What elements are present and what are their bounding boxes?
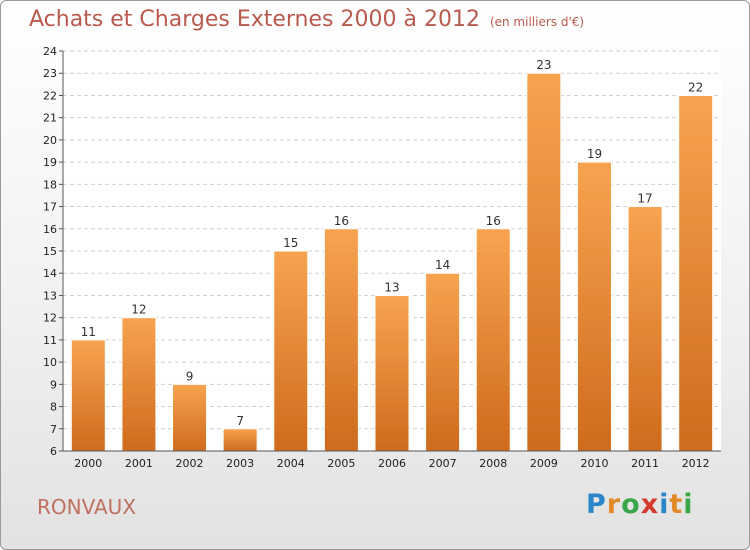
title-text: Achats et Charges Externes 2000 à 2012 <box>29 7 480 32</box>
bar-value-label: 15 <box>283 236 298 250</box>
y-tick-label: 14 <box>43 267 57 280</box>
x-tick-label: 2001 <box>125 457 153 470</box>
y-tick-label: 17 <box>43 201 57 214</box>
bar-value-label: 9 <box>186 369 194 383</box>
title-unit: (en milliers d'€) <box>489 15 585 29</box>
bar-2008 <box>475 228 511 452</box>
x-tick-label: 2011 <box>631 457 659 470</box>
bar-value-label: 19 <box>587 147 602 161</box>
logo-letter: x <box>640 489 660 520</box>
x-tick-label: 2010 <box>580 457 608 470</box>
bar-value-label: 13 <box>384 280 399 294</box>
logo-letter: t <box>669 489 684 520</box>
y-tick-label: 9 <box>50 378 57 391</box>
y-tick-label: 18 <box>43 178 57 191</box>
x-tick-label: 2009 <box>530 457 558 470</box>
bar-2004 <box>273 250 309 452</box>
bar-2012 <box>678 94 714 452</box>
logo-letter: i <box>659 489 670 520</box>
y-tick-label: 21 <box>43 112 57 125</box>
logo-letter: o <box>621 489 641 520</box>
bar-2001 <box>121 317 157 452</box>
y-tick-label: 6 <box>50 445 57 458</box>
bar-value-label: 12 <box>131 303 146 317</box>
y-tick-label: 8 <box>50 401 57 414</box>
y-tick-label: 15 <box>43 245 57 258</box>
y-tick-label: 24 <box>43 45 57 58</box>
bar-2006 <box>374 294 410 452</box>
bar-2002 <box>172 383 208 452</box>
x-tick-label: 2007 <box>429 457 457 470</box>
x-tick-label: 2006 <box>378 457 406 470</box>
bar-value-label: 16 <box>334 214 349 228</box>
bar-value-label: 14 <box>435 258 450 272</box>
bar-2011 <box>627 206 663 452</box>
bar-2007 <box>425 272 461 452</box>
proxiti-logo: Proxiti <box>586 489 694 520</box>
bar-value-label: 17 <box>637 192 652 206</box>
x-tick-label: 2003 <box>226 457 254 470</box>
bar-value-label: 16 <box>486 214 501 228</box>
x-tick-label: 2012 <box>682 457 710 470</box>
logo-letter: P <box>586 489 607 520</box>
x-tick-label: 2008 <box>479 457 507 470</box>
bar-value-label: 22 <box>688 80 703 94</box>
y-tick-label: 19 <box>43 156 57 169</box>
bar-2003 <box>222 428 258 452</box>
x-tick-label: 2005 <box>327 457 355 470</box>
chart-title: Achats et Charges Externes 2000 à 2012 (e… <box>29 7 584 32</box>
logo-letter: r <box>606 489 622 520</box>
bar-2010 <box>576 161 612 452</box>
y-tick-label: 23 <box>43 67 57 80</box>
y-tick-label: 13 <box>43 289 57 302</box>
logo-letter: i <box>683 489 694 520</box>
bar-2000 <box>70 339 106 452</box>
y-tick-label: 20 <box>43 134 57 147</box>
y-tick-label: 7 <box>50 423 57 436</box>
x-tick-label: 2002 <box>176 457 204 470</box>
y-tick-label: 22 <box>43 89 57 102</box>
bar-2009 <box>526 72 562 452</box>
bar-value-label: 11 <box>81 325 96 339</box>
location-label: RONVAUX <box>37 495 137 519</box>
x-tick-label: 2000 <box>74 457 102 470</box>
bar-2005 <box>323 228 359 452</box>
y-tick-label: 12 <box>43 312 57 325</box>
y-tick-label: 16 <box>43 223 57 236</box>
bar-value-label: 23 <box>536 58 551 72</box>
y-tick-label: 11 <box>43 334 57 347</box>
bar-value-label: 7 <box>236 414 244 428</box>
y-tick-label: 10 <box>43 356 57 369</box>
x-tick-label: 2004 <box>277 457 305 470</box>
